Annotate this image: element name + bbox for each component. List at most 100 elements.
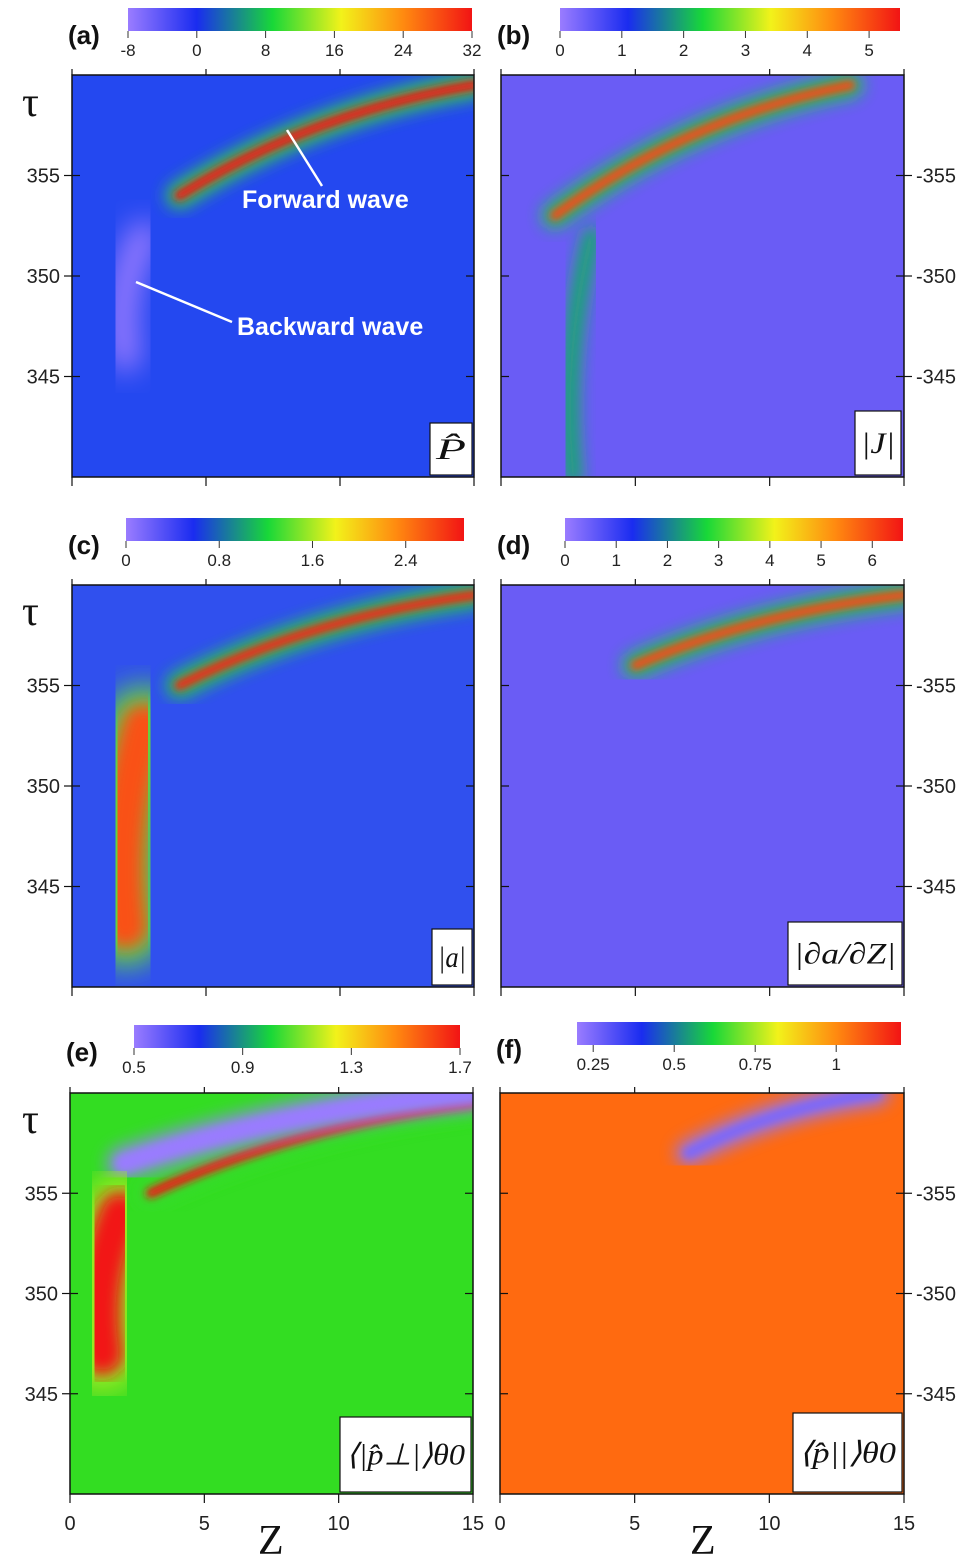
colorbar-gradient-a xyxy=(128,8,472,31)
feature-dark_streak-f-0 xyxy=(683,1093,883,1159)
panel-a: 345 350 355 -8 0 8 16 24 32 (a) P̂ xyxy=(27,8,481,486)
xlabel-z-right: Z xyxy=(690,1518,716,1560)
quantity-label-b: |J| xyxy=(861,427,895,460)
colorbar-tick-label-a-32: 32 xyxy=(463,41,482,60)
colorbar-tick-label-e-1.3: 1.3 xyxy=(340,1058,364,1077)
panel-label-d: (d) xyxy=(497,530,530,560)
annotation-forward-wave: Forward wave xyxy=(242,129,409,214)
ytick-label-b-355: -355 xyxy=(916,166,956,188)
colorbar-tick-label-b-0: 0 xyxy=(555,41,564,60)
colorbar-tick-label-e-1.7: 1.7 xyxy=(448,1058,472,1077)
colorbar-tick-label-d-5: 5 xyxy=(816,551,825,570)
colorbar-c: 0 0.8 1.6 2.4 xyxy=(121,518,464,570)
ytick-label-e-345: 345 xyxy=(25,1384,58,1406)
colorbar-tick-label-f-1: 1 xyxy=(831,1055,840,1074)
colorbar-tick-label-b-4: 4 xyxy=(803,41,812,60)
colorbar-tick-label-a-16: 16 xyxy=(325,41,344,60)
panel-e: 345 350 355 0 5 10 15 0.5 0.9 1.3 1.7 (e) ⟨|p̂⊥|⟩θ0 xyxy=(25,1025,484,1535)
heatmap-features-b xyxy=(541,75,864,477)
colorbar-tick-label-f-0.25: 0.25 xyxy=(577,1055,610,1074)
colorbar-a: -8 0 8 16 24 32 xyxy=(120,8,481,60)
ytick-label-b-350: -350 xyxy=(916,266,956,288)
colorbar-tick-label-a--8: -8 xyxy=(120,41,135,60)
panel-d: -345 -350 -355 0 1 2 3 4 5 6 (d) |∂a/∂Z| xyxy=(497,518,956,996)
quantity-label-d: |∂a/∂Z| xyxy=(794,938,896,971)
feature-backward_wave-a-1 xyxy=(107,220,159,372)
ytick-label-a-345: 345 xyxy=(27,367,60,389)
feature-blob-c-1 xyxy=(100,703,166,949)
heatmap-features-e xyxy=(70,1093,473,1394)
colorbar-gradient-e xyxy=(134,1025,460,1048)
colorbar-tick-label-c-0: 0 xyxy=(121,551,130,570)
colorbar-tick-label-d-3: 3 xyxy=(714,551,723,570)
ytick-label-c-355: 355 xyxy=(27,676,60,698)
colorbar-tick-label-e-0.9: 0.9 xyxy=(231,1058,255,1077)
ytick-label-a-355: 355 xyxy=(27,166,60,188)
quantity-box-d xyxy=(787,921,903,986)
ytick-label-e-355: 355 xyxy=(25,1183,58,1205)
feature-forward_wave-a-0 xyxy=(174,80,474,201)
panel-label-b: (b) xyxy=(497,20,530,50)
colorbar-tick-label-d-1: 1 xyxy=(611,551,620,570)
quantity-box-f xyxy=(792,1412,903,1493)
colorbar-tick-label-d-6: 6 xyxy=(868,551,877,570)
colorbar-tick-label-f-0.5: 0.5 xyxy=(662,1055,686,1074)
colorbar-b: 0 1 2 3 4 5 xyxy=(555,8,900,60)
ytick-label-d-355: -355 xyxy=(916,676,956,698)
colorbar-gradient-d xyxy=(565,518,903,541)
colorbar-tick-label-a-0: 0 xyxy=(192,41,201,60)
panel-label-c: (c) xyxy=(68,530,100,560)
ytick-label-e-350: 350 xyxy=(25,1284,58,1306)
colorbar-tick-label-c-0.8: 0.8 xyxy=(207,551,231,570)
feature-forward_wave-b-0 xyxy=(549,80,856,221)
colorbar-tick-label-b-2: 2 xyxy=(679,41,688,60)
colorbar-tick-label-b-1: 1 xyxy=(617,41,626,60)
xtick-label-f-0: 0 xyxy=(494,1513,505,1535)
colorbar-tick-label-c-2.4: 2.4 xyxy=(394,551,418,570)
ytick-label-f-345: -345 xyxy=(916,1384,956,1406)
ylabel-tau-a: τ xyxy=(22,80,39,126)
xtick-label-e-0: 0 xyxy=(64,1513,75,1535)
colorbar-tick-label-d-2: 2 xyxy=(663,551,672,570)
quantity-label-c: |a| xyxy=(438,941,466,974)
colorbar-tick-label-b-3: 3 xyxy=(741,41,750,60)
panel-label-e: (e) xyxy=(66,1037,98,1067)
panel-label-f: (f) xyxy=(496,1034,522,1064)
colorbar-f: 0.25 0.5 0.75 1 xyxy=(577,1022,901,1074)
quantity-box-e xyxy=(339,1416,472,1493)
ytick-label-d-350: -350 xyxy=(916,776,956,798)
backward-wave-label: Backward wave xyxy=(237,313,423,341)
heatmap-features-d xyxy=(622,585,904,679)
ytick-label-c-350: 350 xyxy=(27,776,60,798)
panel-c: 345 350 355 0 0.8 1.6 2.4 (c) |a| xyxy=(27,518,475,996)
colorbar-tick-label-b-5: 5 xyxy=(864,41,873,60)
quantity-box-c xyxy=(431,928,473,986)
feature-trail-b-1 xyxy=(561,226,601,477)
ytick-label-b-345: -345 xyxy=(916,367,956,389)
panel-b: -345 -350 -355 0 1 2 3 4 5 (b) |J| xyxy=(497,8,956,486)
colorbar-tick-label-c-1.6: 1.6 xyxy=(301,551,325,570)
ytick-label-d-345: -345 xyxy=(916,877,956,899)
feature-blob-e-2 xyxy=(76,1191,143,1376)
xtick-label-f-15: 15 xyxy=(893,1513,915,1535)
xtick-label-e-15: 15 xyxy=(462,1513,484,1535)
xtick-label-f-10: 10 xyxy=(758,1513,780,1535)
quantity-label-e: ⟨|p̂⊥|⟩θ0 xyxy=(346,1439,465,1472)
panel-f: -345 -350 -355 0 5 10 15 0.25 0.5 0.75 1 (f) ⟨p̂||⟩θ… xyxy=(494,1022,956,1535)
xtick-label-e-10: 10 xyxy=(328,1513,350,1535)
colorbar-tick-label-a-24: 24 xyxy=(394,41,413,60)
panel-label-a: (a) xyxy=(68,20,100,50)
colorbar-tick-label-a-8: 8 xyxy=(261,41,270,60)
xlabel-z-left: Z xyxy=(258,1518,284,1560)
colorbar-tick-label-e-0.5: 0.5 xyxy=(122,1058,146,1077)
colorbar-gradient-f xyxy=(577,1022,901,1045)
colorbar-d: 0 1 2 3 4 5 6 xyxy=(560,518,903,570)
heatmap-features-f xyxy=(675,1093,891,1167)
ylabel-tau-e: τ xyxy=(22,1097,39,1143)
quantity-box-a xyxy=(429,422,473,476)
colorbar-gradient-c xyxy=(126,518,464,541)
heatmap-features-c xyxy=(82,585,474,967)
colorbar-tick-label-d-0: 0 xyxy=(560,551,569,570)
